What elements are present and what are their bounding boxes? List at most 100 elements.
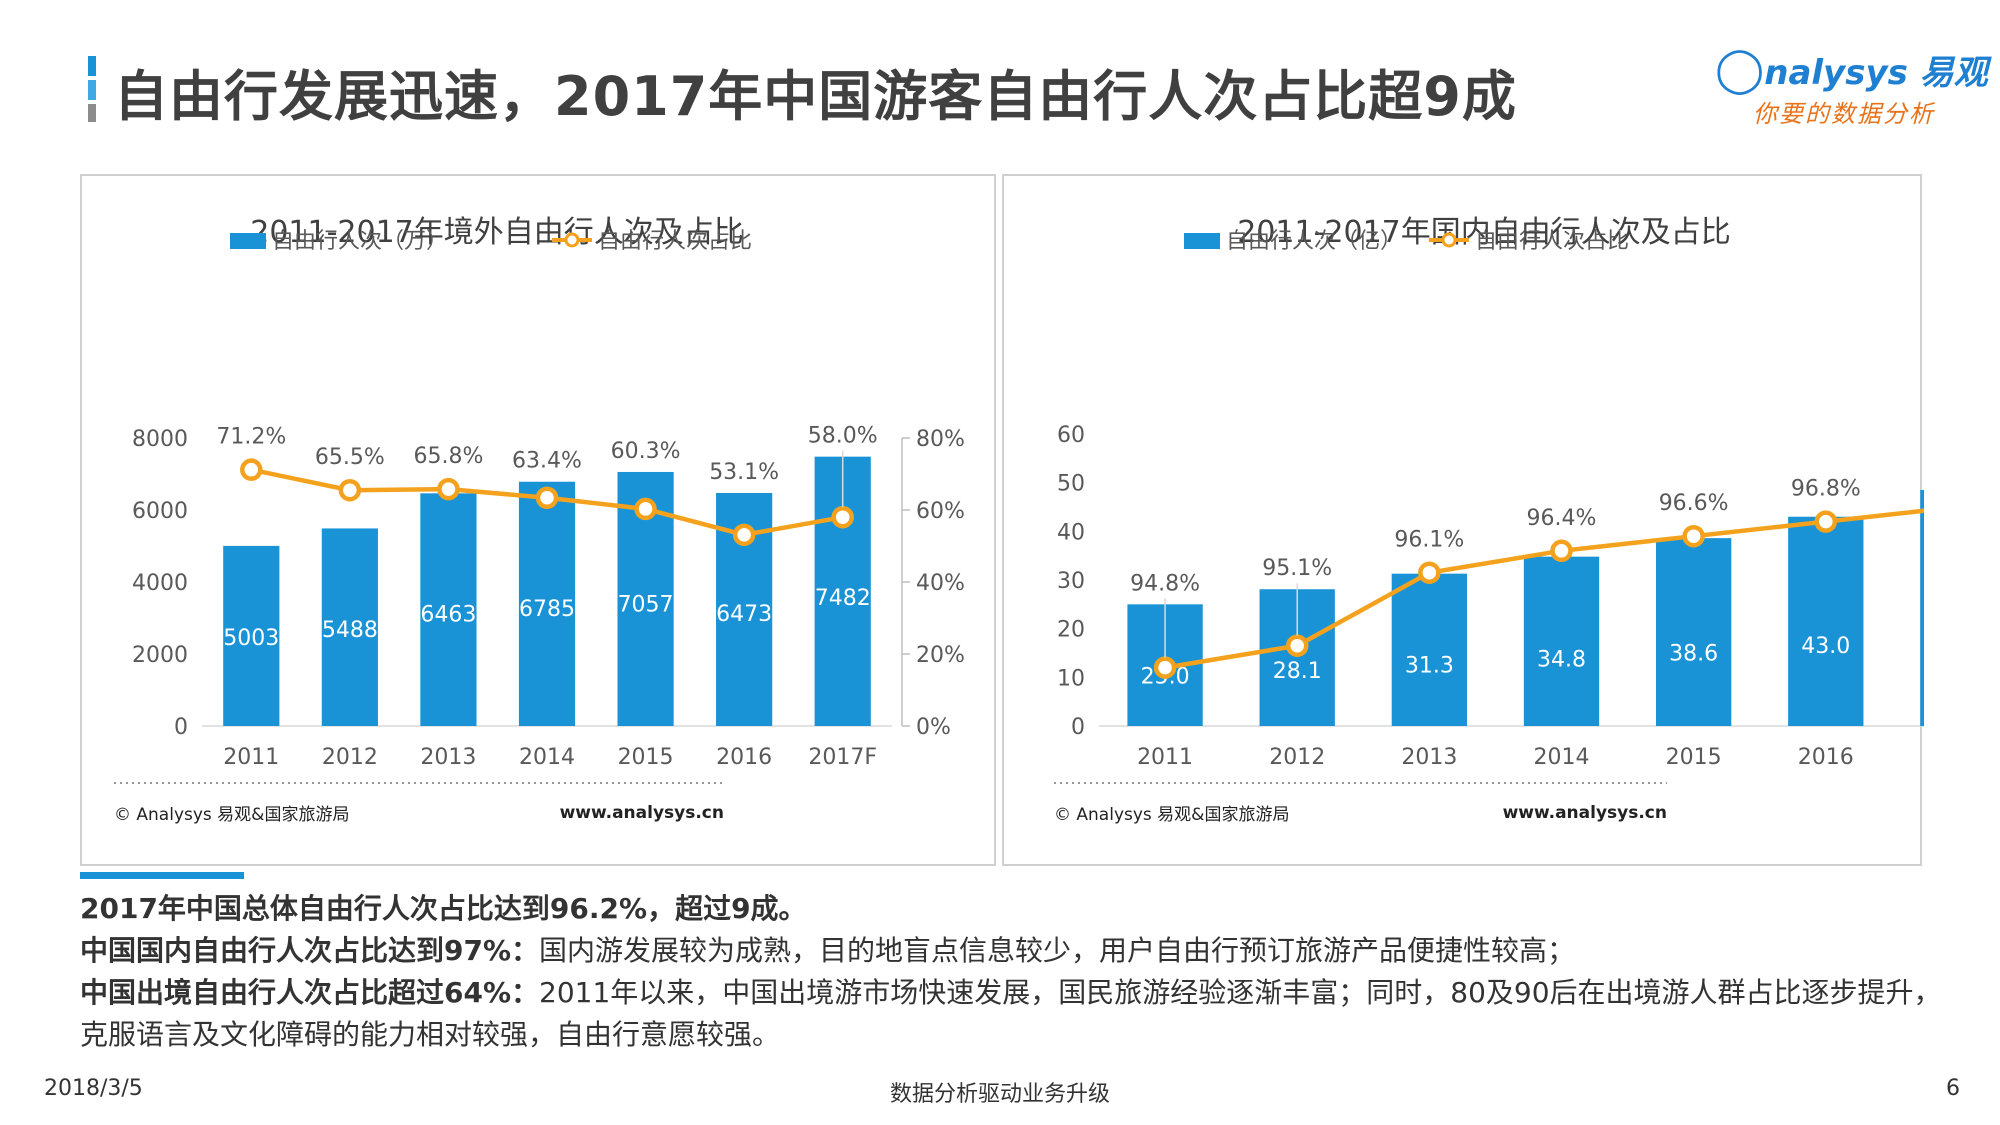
legend-label-bar: 自由行人次（亿） (1226, 229, 1402, 254)
summary-line-1: 2017年中国总体自由行人次占比达到96.2%，超过9成。 (80, 892, 807, 925)
legend-label-line: 自由行人次占比 (1475, 229, 1629, 254)
line-point (634, 497, 657, 521)
summary-line-2-head: 中国国内自由行人次占比达到97%： (80, 934, 540, 967)
x-axis-tick-label: 2014 (519, 745, 575, 770)
y-axis-tick-label: 4000 (132, 571, 188, 596)
bar-value-label: 5488 (322, 618, 378, 643)
line-point (1682, 524, 1705, 548)
bar-value-label: 38.6 (1669, 641, 1718, 666)
line-point-label: 65.5% (315, 445, 385, 470)
line-point-label: 60.3% (611, 439, 681, 464)
y-axis-tick-label: 40 (1057, 520, 1085, 545)
x-axis-tick-label: 2015 (1666, 745, 1722, 770)
x-axis-tick-label: 2017F (808, 745, 877, 770)
bar-value-label: 43.0 (1801, 634, 1850, 659)
line-point-label: 63.4% (512, 449, 582, 474)
summary-line-3-head: 中国出境自由行人次占比超过64%： (80, 976, 540, 1009)
legend-label-line: 自由行人次占比 (598, 229, 752, 254)
x-axis-tick-label: 2013 (420, 745, 476, 770)
legend-swatch-bar (1184, 233, 1220, 249)
line-point-label: 94.8% (1130, 571, 1200, 596)
bar (223, 545, 280, 726)
chart-source: © Analysys 易观&国家旅游局 (114, 805, 349, 825)
page-number: 6 (1946, 1076, 1960, 1101)
bar-value-label: 31.3 (1405, 654, 1454, 679)
line-point-label: 96.4% (1527, 506, 1597, 531)
bar-value-label: 6785 (519, 597, 575, 622)
page-title: 自由行发展迅速，2017年中国游客自由行人次占比超9成 (114, 65, 1517, 128)
x-axis-tick-label: 2012 (322, 745, 378, 770)
y2-axis-tick-label: 80% (916, 427, 965, 452)
y2-axis-tick-label: 20% (916, 643, 965, 668)
bar (1391, 573, 1468, 726)
y-axis-tick-label: 50 (1057, 472, 1085, 497)
y-axis-tick-label: 60 (1057, 423, 1085, 448)
y2-axis-tick-label: 0% (916, 715, 951, 740)
line-point-label: 65.8% (413, 444, 483, 469)
legend-marker-line (564, 232, 580, 248)
bar-value-label: 6473 (716, 602, 772, 627)
x-axis-tick-label: 2015 (618, 745, 674, 770)
bar-value-label: 7482 (815, 586, 871, 611)
y2-axis-tick-label: 40% (916, 571, 965, 596)
x-axis-tick-label: 2013 (1401, 745, 1457, 770)
bar (1920, 489, 1924, 726)
line-point-label: 97.0% (1923, 457, 1924, 482)
chart-title: 2011-2017年国内自由行人次及占比 (1237, 215, 1731, 250)
bar-value-label: 28.1 (1273, 659, 1322, 684)
y-axis-tick-label: 10 (1057, 666, 1085, 691)
legend-label-bar: 自由行人次（万） (272, 229, 448, 254)
line-point (1814, 510, 1838, 533)
logo-tagline: 你要的数据分析 (1753, 100, 1935, 128)
chart-panel-outbound: 2011-2017年境外自由行人次及占比 自由行人次（万） 自由行人次占比 0 2000… (80, 174, 996, 866)
line-point (732, 523, 756, 547)
line-point (1285, 634, 1309, 657)
line-point (1550, 539, 1573, 563)
chart-url: www.analysys.cn (560, 803, 724, 823)
bar-value-label: 7057 (618, 593, 674, 618)
line-point-label: 96.8% (1791, 477, 1861, 502)
line-point (437, 477, 460, 501)
x-axis-tick-label: 2011 (223, 745, 279, 770)
x-axis-tick-label: 2016 (1798, 745, 1854, 770)
bar (1523, 556, 1600, 726)
x-axis-tick-label: 2011 (1137, 745, 1193, 770)
bar-value-label: 6463 (420, 602, 476, 627)
footer-slogan: 数据分析驱动业务升级 (889, 1082, 1110, 1107)
bar (321, 528, 378, 726)
line-point (338, 478, 362, 502)
legend-marker-line (1441, 232, 1457, 248)
y-axis-tick-label: 0 (1071, 715, 1085, 740)
line-point (1153, 656, 1177, 679)
bar-value-label: 5003 (223, 626, 279, 651)
chart-panel-domestic: 2011-2017年国内自由行人次及占比 自由行人次（亿） 自由行人次占比 0 10 20… (1002, 174, 1924, 866)
chart-url: www.analysys.cn (1503, 803, 1667, 823)
y-axis-tick-label: 20 (1057, 618, 1085, 643)
y2-axis-tick-label: 60% (916, 499, 965, 524)
line-point-label: 96.1% (1394, 528, 1464, 553)
x-axis-tick-label: 2016 (716, 745, 772, 770)
legend-swatch-bar (230, 233, 266, 249)
line-point-label: 96.6% (1659, 491, 1729, 516)
line-point (535, 486, 559, 510)
bar (1655, 538, 1732, 726)
y-axis-tick-label: 6000 (132, 499, 188, 524)
line-point (240, 458, 263, 481)
logo-brand: ◯nalysys 易观 (1715, 44, 1988, 95)
summary-text: 2017年中国总体自由行人次占比达到96.2%，超过9成。 中国国内自由行人次占… (80, 888, 1960, 1056)
footer-date: 2018/3/5 (44, 1076, 143, 1101)
chart-source: © Analysys 易观&国家旅游局 (1054, 805, 1289, 825)
line-point-label: 58.0% (808, 424, 878, 449)
line-point (1418, 561, 1441, 584)
bar (420, 493, 477, 726)
y-axis-tick-label: 0 (174, 715, 188, 740)
bar (1788, 516, 1864, 726)
y-axis-tick-label: 8000 (132, 427, 188, 452)
summary-accent-line (80, 872, 244, 879)
title-accent-bar (88, 56, 98, 122)
bar (518, 481, 576, 726)
summary-line-3-body: 2011年以来，中国出境游市场快速发展，国民旅游经验逐渐丰富；同时，80及90后… (80, 976, 1942, 1051)
summary-line-2-body: 国内游发展较为成熟，目的地盲点信息较少，用户自由行预订旅游产品便捷性较高； (539, 934, 1576, 967)
